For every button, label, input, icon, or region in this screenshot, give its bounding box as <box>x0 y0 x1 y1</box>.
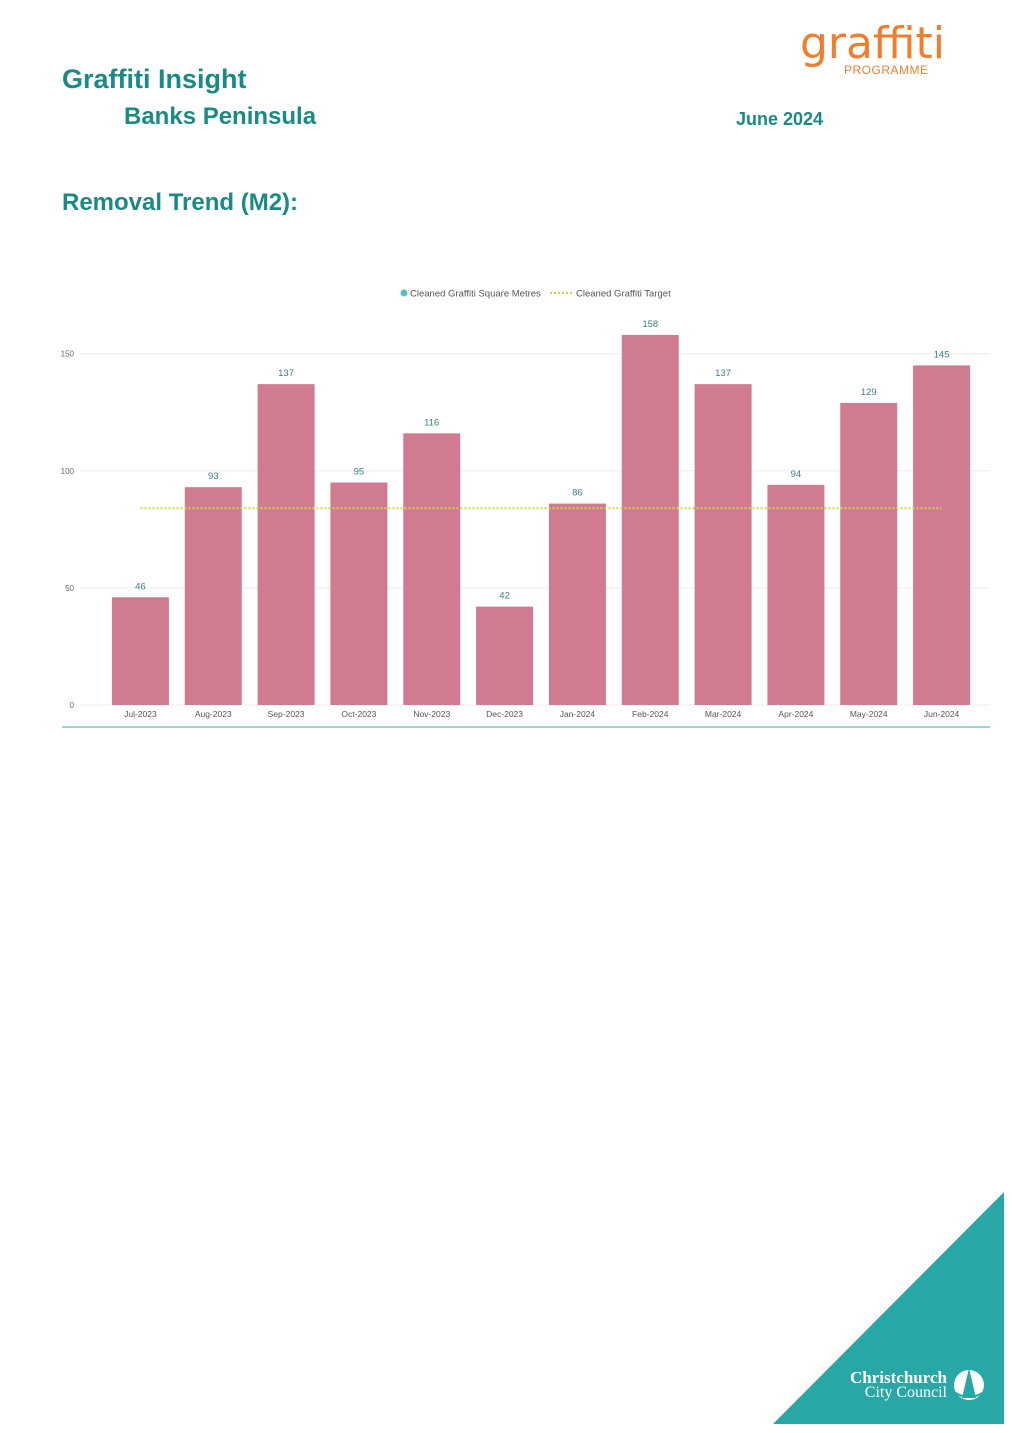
legend-label-target: Cleaned Graffiti Target <box>576 289 671 300</box>
x-tick-label: Oct-2023 <box>341 709 376 719</box>
bar <box>330 482 388 705</box>
corner-triangle <box>773 1192 1004 1424</box>
y-tick-label: 50 <box>65 584 74 593</box>
x-tick-label: Jul-2023 <box>124 709 157 719</box>
x-tick-label: Apr-2024 <box>778 709 813 719</box>
bar <box>621 334 679 705</box>
council-name-line2: City Council <box>864 1384 947 1401</box>
logo-word: graffiti <box>800 18 945 69</box>
x-tick-label: Dec-2023 <box>486 709 523 719</box>
data-label: 94 <box>791 469 802 480</box>
area-subtitle: Banks Peninsula <box>124 103 317 130</box>
bar <box>913 365 971 705</box>
report-title: Graffiti Insight <box>62 64 247 94</box>
bar <box>257 384 315 705</box>
data-label: 137 <box>278 368 294 379</box>
bar <box>548 503 606 705</box>
data-label: 42 <box>499 591 510 602</box>
logo-sub: PROGRAMME <box>844 63 929 77</box>
legend-label-cleaned: Cleaned Graffiti Square Metres <box>410 289 541 300</box>
x-tick-label: Mar-2024 <box>705 709 742 719</box>
data-label: 158 <box>642 319 658 330</box>
data-label: 145 <box>934 349 950 360</box>
removal-trend-chart: 0 50 100 150 46 Jul-2023 93 Aug-2023 137 Sep-2023… <box>61 289 990 728</box>
bar <box>111 597 169 705</box>
data-label: 46 <box>135 581 146 592</box>
bar <box>476 606 534 705</box>
legend-marker-cleaned <box>400 289 408 297</box>
y-tick-label: 0 <box>70 701 75 710</box>
bar <box>184 487 242 705</box>
data-label: 129 <box>861 387 877 398</box>
x-tick-label: Feb-2024 <box>632 709 669 719</box>
data-label: 93 <box>208 471 219 482</box>
x-tick-label: Jun-2024 <box>924 709 960 719</box>
y-tick-label: 150 <box>61 350 75 359</box>
graffiti-programme-logo: graffiti PROGRAMME <box>800 22 945 82</box>
data-label: 116 <box>424 417 439 428</box>
data-label: 137 <box>715 368 731 379</box>
x-tick-label: Nov-2023 <box>413 709 450 719</box>
section-title: Removal Trend (M2): <box>62 189 299 216</box>
x-tick-label: May-2024 <box>850 709 888 719</box>
x-tick-label: Aug-2023 <box>195 709 232 719</box>
bar <box>694 384 752 705</box>
council-name: Christchurch City Council <box>843 1368 947 1401</box>
data-label: 86 <box>572 488 583 499</box>
y-tick-label: 100 <box>61 467 75 476</box>
x-tick-label: Sep-2023 <box>268 709 305 719</box>
bar <box>840 402 898 705</box>
bar <box>403 433 461 705</box>
council-name-line1: Christchurch <box>850 1368 947 1387</box>
data-label: 95 <box>354 467 365 478</box>
x-tick-label: Jan-2024 <box>560 709 596 719</box>
bar <box>767 484 825 705</box>
report-period: June 2024 <box>736 109 824 129</box>
cathedral-icon <box>953 1368 985 1400</box>
